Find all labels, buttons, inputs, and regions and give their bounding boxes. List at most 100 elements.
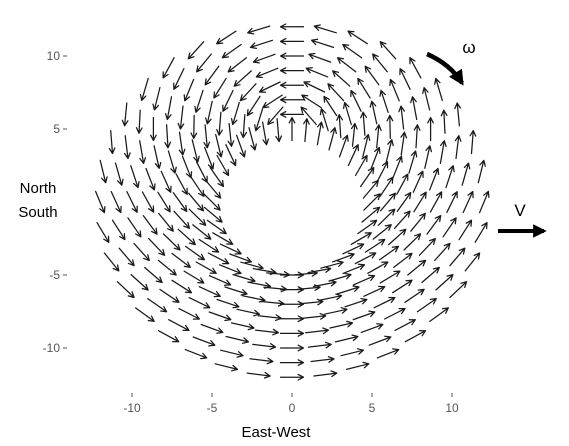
- x-axis-title: East-West: [242, 424, 312, 441]
- field-arrow: [130, 165, 140, 189]
- field-arrow: [178, 307, 201, 320]
- field-arrow: [216, 154, 230, 177]
- field-arrow: [383, 307, 406, 320]
- field-arrow: [227, 57, 248, 73]
- field-arrow: [359, 166, 375, 188]
- field-arrow: [99, 159, 108, 184]
- field-arrow: [248, 127, 257, 151]
- field-arrow: [221, 43, 242, 59]
- y-axis-title-line2: South: [18, 204, 57, 221]
- field-arrow: [350, 122, 358, 147]
- field-arrow: [400, 131, 408, 156]
- field-arrow: [162, 233, 181, 251]
- field-arrow: [145, 167, 156, 191]
- field-arrow: [440, 109, 448, 134]
- field-arrow: [173, 67, 185, 90]
- field-arrow: [357, 219, 378, 235]
- field-arrow: [369, 100, 378, 125]
- field-arrow: [126, 191, 138, 213]
- field-arrow: [410, 212, 426, 232]
- field-arrow: [379, 176, 394, 197]
- field-arrow: [279, 81, 305, 89]
- field-arrow: [305, 67, 329, 78]
- field-arrow: [279, 329, 305, 337]
- x-tick-label: -10: [123, 401, 141, 415]
- field-arrow: [379, 192, 397, 212]
- field-arrow: [323, 95, 338, 117]
- field-arrow: [347, 30, 368, 45]
- field-arrow: [421, 266, 440, 284]
- field-arrow: [200, 323, 224, 334]
- field-arrow: [340, 348, 365, 357]
- field-arrow: [218, 264, 242, 275]
- field-arrow: [379, 41, 397, 60]
- field-arrow: [408, 150, 418, 174]
- field-arrow: [225, 335, 250, 344]
- field-arrow: [246, 95, 261, 117]
- field-arrow: [367, 261, 389, 274]
- field-arrow: [393, 210, 411, 229]
- field-arrow: [412, 170, 424, 193]
- field-arrow: [254, 108, 264, 132]
- field-arrow: [208, 311, 232, 322]
- field-arrow: [94, 190, 106, 214]
- field-arrow: [307, 341, 332, 349]
- field-arrow: [360, 111, 367, 136]
- field-arrow: [396, 191, 412, 213]
- field-arrow: [407, 259, 427, 276]
- field-arrow: [338, 134, 349, 158]
- field-arrow: [103, 252, 120, 272]
- field-arrow: [469, 129, 477, 155]
- field-arrow: [192, 224, 212, 240]
- field-arrow: [319, 108, 329, 132]
- field-arrow: [478, 190, 490, 214]
- field-arrow: [427, 116, 434, 142]
- field-arrow: [410, 96, 418, 121]
- field-arrow: [399, 67, 411, 90]
- field-arrow: [439, 140, 447, 165]
- field-arrow: [445, 165, 455, 189]
- field-arrow: [279, 315, 305, 323]
- field-arrow: [262, 94, 283, 109]
- field-arrow: [219, 349, 244, 358]
- field-arrow: [279, 344, 305, 352]
- field-arrow: [204, 65, 220, 86]
- field-arrow: [167, 150, 177, 174]
- field-arrow: [446, 191, 458, 213]
- field-arrow: [203, 124, 211, 149]
- field-arrow: [409, 57, 422, 79]
- field-arrow: [389, 78, 400, 102]
- field-arrow: [372, 53, 388, 73]
- field-arrow: [249, 39, 274, 50]
- field-arrow: [175, 173, 188, 195]
- field-arrow: [354, 252, 377, 265]
- field-arrow: [461, 162, 471, 186]
- field-arrow: [301, 94, 322, 109]
- field-arrow: [158, 212, 174, 232]
- field-arrow: [435, 273, 454, 291]
- field-arrow: [429, 307, 450, 323]
- field-arrow: [393, 252, 413, 269]
- field-arrow: [279, 67, 305, 75]
- field-arrow: [235, 134, 246, 158]
- field-arrow: [396, 173, 409, 195]
- field-arrow: [275, 118, 283, 143]
- field-arrow: [216, 111, 223, 136]
- x-tick-label: 0: [289, 401, 296, 415]
- field-arrow: [313, 24, 337, 34]
- field-arrow: [332, 70, 351, 87]
- field-arrow: [141, 191, 155, 213]
- field-arrow: [449, 281, 468, 299]
- field-arrow: [267, 106, 284, 126]
- field-arrow: [342, 243, 365, 255]
- field-arrow: [354, 154, 368, 177]
- field-arrow: [376, 348, 400, 359]
- field-arrow: [171, 279, 193, 294]
- field-arrow: [208, 275, 232, 286]
- field-arrow: [157, 191, 171, 213]
- field-arrow: [361, 206, 381, 223]
- field-arrow: [386, 114, 394, 140]
- field-arrow: [350, 232, 372, 245]
- y-tick-label: -10: [43, 341, 61, 355]
- field-arrow: [229, 253, 253, 264]
